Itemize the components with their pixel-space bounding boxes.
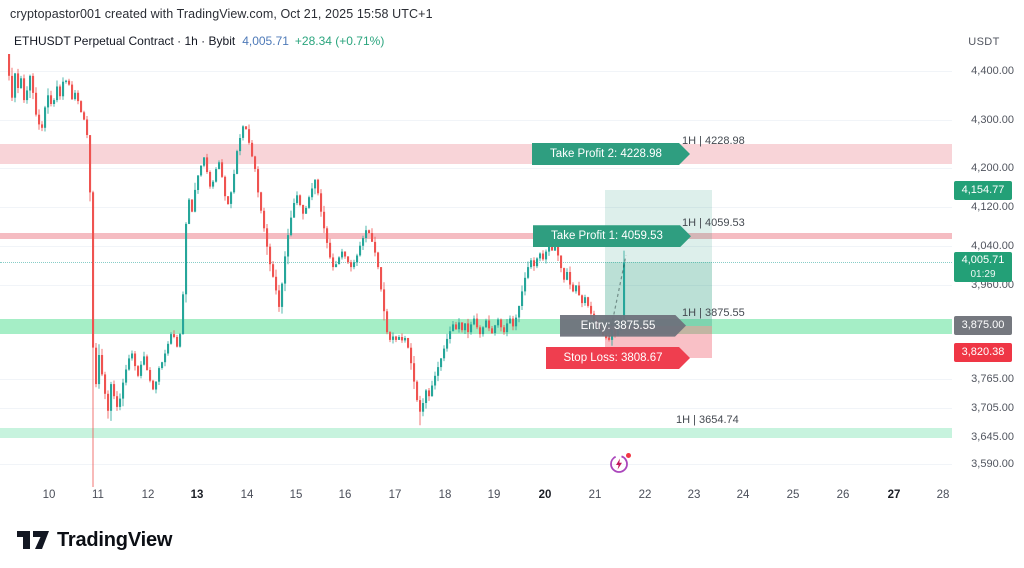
time-scale[interactable]: 10 11 12 13 14 15 16 17 18 19 20 21 22 23 24 25 26 27 28 — [0, 453, 952, 568]
time-scale-label: 26 — [836, 489, 850, 501]
red-level-price-badge: 3,820.38 — [954, 342, 1012, 362]
chart-canvas[interactable] — [0, 0, 952, 480]
time-scale-label: 18 — [438, 489, 452, 501]
support-zone-band — [0, 427, 952, 438]
take-profit-2-label[interactable]: Take Profit 2: 4228.98 — [532, 143, 690, 165]
price-scale-label: 4,040.00 — [971, 239, 1014, 252]
time-scale-label: 10 — [42, 489, 56, 501]
events-lightning-icon[interactable] — [609, 453, 631, 476]
price-scale-label: 4,400.00 — [971, 65, 1014, 77]
time-scale-label: 22 — [638, 489, 652, 501]
last-price-line — [0, 262, 952, 264]
price-scale-currency: USDT — [968, 36, 1000, 48]
time-scale-label: 28 — [936, 489, 950, 501]
gridline — [0, 408, 952, 410]
time-scale-label: 11 — [92, 489, 104, 501]
time-scale-label: 25 — [786, 489, 800, 501]
time-scale-label: 13 — [190, 489, 204, 501]
price-scale-label: 4,300.00 — [971, 113, 1014, 126]
last-price-value: 4,005.71 — [961, 254, 1005, 267]
gridline — [0, 437, 952, 439]
tradingview-logo-text: TradingView — [57, 528, 173, 551]
entry-zone-band — [0, 318, 952, 334]
time-scale-label: 27 — [887, 489, 901, 501]
entry-axis-text: 1H | 3875.55 — [682, 306, 745, 319]
price-scale-label: 3,645.00 — [971, 431, 1014, 444]
price-scale-label: 3,765.00 — [971, 373, 1014, 386]
gridline — [0, 379, 952, 381]
gridline — [0, 119, 952, 121]
bar-countdown: 01:29 — [970, 269, 996, 281]
zone-top-price-badge: 4,154.77 — [954, 180, 1012, 200]
watermark-attribution: cryptopastor001 created with TradingView… — [10, 7, 433, 21]
last-price-badge: 4,005.71 01:29 — [954, 252, 1012, 283]
time-scale-label: 19 — [487, 489, 501, 501]
price-scale-label: 4,200.00 — [971, 162, 1014, 175]
time-scale-label: 14 — [240, 489, 254, 501]
stop-loss-label[interactable]: Stop Loss: 3808.67 — [546, 347, 690, 369]
price-scale[interactable]: USDT 4,400.00 4,300.00 4,200.00 4,120.00 4,0… — [952, 0, 1024, 568]
gridline — [0, 168, 952, 170]
lightning-circle-icon — [610, 455, 628, 473]
gridline — [0, 464, 952, 466]
tradingview-logo[interactable]: TradingView — [16, 528, 172, 552]
support-level-text: 1H | 3654.74 — [676, 413, 739, 426]
time-scale-label: 24 — [736, 489, 750, 501]
symbol-title: ETHUSDT Perpetual Contract · 1h · Bybit — [14, 34, 236, 48]
symbol-legend[interactable]: ETHUSDT Perpetual Contract · 1h · Bybit 4… — [14, 34, 384, 48]
time-scale-label: 15 — [289, 489, 303, 501]
entry-label[interactable]: Entry: 3875.55 — [560, 315, 686, 337]
take-profit-1-label[interactable]: Take Profit 1: 4059.53 — [533, 225, 691, 247]
price-scale-label: 4,120.00 — [971, 200, 1014, 213]
price-scale-label: 3,705.00 — [971, 402, 1014, 415]
gridline — [0, 284, 952, 286]
price-scale-label: 3,590.00 — [971, 458, 1014, 471]
gridline — [0, 71, 952, 72]
notification-dot — [626, 453, 631, 458]
gray-level-price-badge: 3,875.00 — [954, 316, 1012, 336]
gridline — [0, 206, 952, 208]
gridline — [0, 245, 952, 247]
tp1-level-line — [0, 233, 952, 240]
take-profit-2-axis-text: 1H | 4228.98 — [682, 135, 745, 147]
time-scale-label: 23 — [687, 489, 701, 501]
time-scale-label: 12 — [141, 489, 155, 501]
tp2-zone-band — [0, 144, 952, 164]
time-scale-label: 21 — [588, 489, 602, 501]
take-profit-1-axis-text: 1H | 4059.53 — [682, 217, 745, 230]
legend-last-price: 4,005.71 — [242, 34, 289, 48]
time-scale-label: 20 — [538, 489, 552, 501]
time-scale-label: 16 — [338, 489, 352, 501]
legend-price-change: +28.34 (+0.71%) — [294, 34, 385, 48]
tradingview-logo-icon — [17, 531, 49, 549]
time-scale-label: 17 — [388, 489, 402, 501]
